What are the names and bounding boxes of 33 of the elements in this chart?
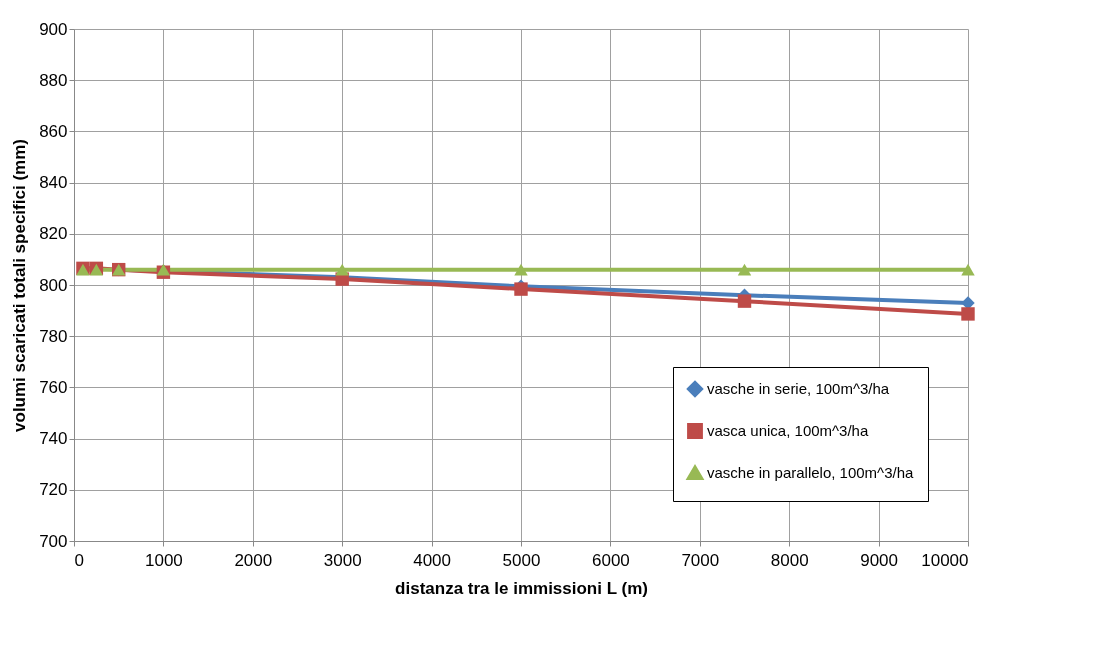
point bbox=[514, 263, 528, 276]
x-tick-label: 3000 bbox=[323, 550, 362, 570]
point bbox=[961, 307, 975, 321]
x-axis-title: distanza tra le immissioni L (m) bbox=[395, 578, 648, 598]
x-tick-label: 1000 bbox=[144, 550, 183, 570]
y-tick-label: 720 bbox=[39, 480, 68, 500]
y-tick-label: 820 bbox=[39, 224, 68, 244]
x-tick-label: 8000 bbox=[770, 550, 809, 570]
y-tick-label: 700 bbox=[39, 531, 68, 551]
legend-label: vasche in parallelo, 100m^3/ha bbox=[707, 464, 914, 481]
x-tick-label: 6000 bbox=[591, 550, 630, 570]
x-tick-label: 7000 bbox=[681, 550, 720, 570]
x-tick-label: 5000 bbox=[502, 550, 541, 570]
point bbox=[961, 263, 975, 276]
y-tick-label: 860 bbox=[39, 121, 68, 141]
x-tick-label: 4000 bbox=[413, 550, 452, 570]
y-tick-label: 880 bbox=[39, 70, 68, 90]
point bbox=[335, 263, 349, 276]
y-tick-label: 740 bbox=[39, 429, 68, 449]
y-tick-label: 840 bbox=[39, 173, 68, 193]
y-tick-label: 760 bbox=[39, 377, 68, 397]
legend-label: vasche in serie, 100m^3/ha bbox=[707, 380, 890, 397]
x-tick-label: 2000 bbox=[234, 550, 273, 570]
y-tick-label: 780 bbox=[39, 326, 68, 346]
point bbox=[737, 263, 752, 276]
x-tick-label: 0 bbox=[74, 550, 84, 570]
x-tick-label: 10000 bbox=[921, 550, 969, 570]
x-tick-label: 9000 bbox=[860, 550, 899, 570]
y-tick-label: 900 bbox=[39, 19, 68, 39]
y-tick-label: 800 bbox=[39, 275, 68, 295]
point bbox=[737, 294, 752, 308]
legend-label: vasca unica, 100m^3/ha bbox=[707, 422, 869, 439]
y-axis-title: volumi scaricati totali specifici (mm) bbox=[10, 139, 30, 432]
